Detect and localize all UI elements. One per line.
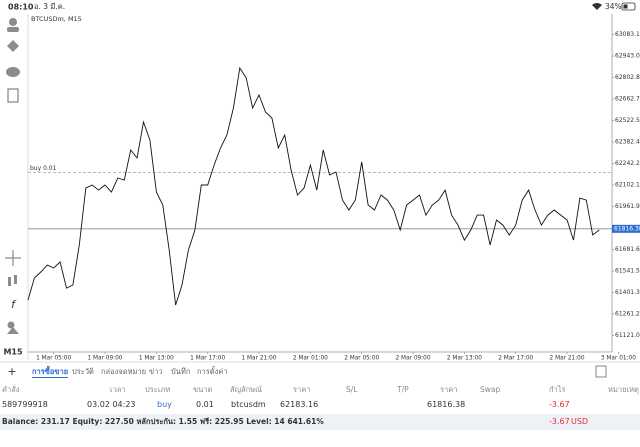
account-icon-body <box>7 27 19 32</box>
x-tick-label: 2 Mar 01:00 <box>293 356 328 362</box>
x-tick-label: 2 Mar 17:00 <box>498 356 533 362</box>
objects-icon-shape <box>7 327 19 334</box>
status-bar <box>0 0 640 14</box>
x-tick-label: 1 Mar 05:00 <box>36 356 71 362</box>
column-header: ราคา <box>440 385 458 394</box>
order-type: buy <box>157 400 172 409</box>
tab[interactable]: ข่าว <box>149 367 163 376</box>
battery-icon <box>621 2 636 11</box>
tab[interactable]: บันทึก <box>171 367 191 376</box>
x-tick-label: 2 Mar 09:00 <box>396 356 431 362</box>
tab[interactable]: กล่องจดหมาย <box>101 367 147 376</box>
order-id: 589799918 <box>2 400 48 409</box>
toolbar-icons: f <box>5 18 21 334</box>
chat-icon[interactable] <box>6 67 20 77</box>
status-time: 08:10 <box>8 3 34 12</box>
column-header: สัญลักษณ์ <box>230 385 263 394</box>
x-tick-label: 1 Mar 09:00 <box>87 356 122 362</box>
current-price: 61816.38 <box>427 400 466 409</box>
currency: USD <box>571 417 589 426</box>
column-header: Swap <box>480 385 501 394</box>
price-tag-label: 61816.38 <box>614 225 640 232</box>
function-icon[interactable]: f <box>11 298 17 311</box>
account-summary: Balance: 231.17 Equity: 227.50 หลักประกั… <box>2 417 324 426</box>
y-tick-label: 62102.10 <box>615 182 640 189</box>
objects-icon[interactable] <box>7 321 15 329</box>
column-header: กำไร <box>549 385 566 394</box>
price-line-series <box>27 66 600 306</box>
column-header: ขนาด <box>193 385 213 394</box>
x-tick-label: 2 Mar 05:00 <box>344 356 379 362</box>
price-tag <box>612 224 640 233</box>
column-header: เวลา <box>110 385 126 394</box>
x-tick-label: 2 Mar 21:00 <box>550 356 585 362</box>
battery-level: 34% <box>605 2 622 11</box>
x-tick-label: 1 Mar 13:00 <box>139 356 174 362</box>
y-tick-label: 61961.95 <box>615 203 640 210</box>
battery-fill <box>623 4 628 9</box>
account-icon[interactable] <box>9 18 17 26</box>
x-tick-label: 1 Mar 17:00 <box>190 356 225 362</box>
add-button[interactable]: + <box>7 365 16 378</box>
panel-menu-icon[interactable] <box>595 365 607 378</box>
indicator-icon-bar <box>14 275 17 284</box>
x-tick-label: 2 Mar 13:00 <box>447 356 482 362</box>
indicator-icon[interactable] <box>8 277 11 286</box>
y-tick-label: 61681.65 <box>615 246 640 253</box>
open-time: 03.02 04:23 <box>87 400 136 409</box>
y-tick-label: 62382.40 <box>615 139 640 146</box>
column-header: S/L <box>346 385 358 394</box>
price-line-label: buy 0.01 <box>30 165 57 172</box>
crosshair-icon[interactable] <box>5 250 21 266</box>
tab[interactable]: ประวัติ <box>72 367 94 376</box>
column-header: T/P <box>397 385 409 394</box>
tab[interactable]: การซื้อขาย <box>32 367 69 378</box>
y-tick-label: 61261.20 <box>615 311 640 318</box>
y-tick-label: 61121.05 <box>615 332 640 339</box>
y-tick-label: 62662.70 <box>615 96 640 103</box>
column-header: ประเภท <box>145 385 171 394</box>
y-tick-label: 62802.85 <box>615 74 640 81</box>
footer-band <box>0 414 640 430</box>
chart-title: BTCUSDm, M15 <box>31 15 82 23</box>
volume: 0.01 <box>196 400 214 409</box>
open-price: 62183.16 <box>280 400 319 409</box>
y-tick-label: 61401.35 <box>615 289 640 296</box>
trade-icon[interactable] <box>7 40 19 52</box>
y-tick-label: 63083.15 <box>615 31 640 38</box>
profit: -3.67 <box>549 400 570 409</box>
tab[interactable]: การตั้งค่า <box>197 367 228 376</box>
column-header: คำสั่ง <box>2 385 20 394</box>
timeframe-button[interactable]: M15 <box>3 348 23 357</box>
total-profit: -3.67 <box>549 417 570 426</box>
x-tick-label: 3 Mar 01:00 <box>601 356 636 362</box>
wifi-icon <box>592 3 602 10</box>
x-tick-label: 1 Mar 21:00 <box>242 356 277 362</box>
status-date: อ. 3 มี.ค. <box>34 2 65 11</box>
new-order-icon[interactable] <box>7 88 19 103</box>
y-tick-label: 62242.25 <box>615 160 640 167</box>
column-header: ราคา <box>293 385 311 394</box>
column-header: หมายเหตุ <box>608 385 639 394</box>
y-tick-label: 62522.55 <box>615 117 640 124</box>
y-tick-label: 62943.00 <box>615 53 640 60</box>
symbol: btcusdm <box>231 400 266 409</box>
y-tick-label: 61541.50 <box>615 268 640 275</box>
